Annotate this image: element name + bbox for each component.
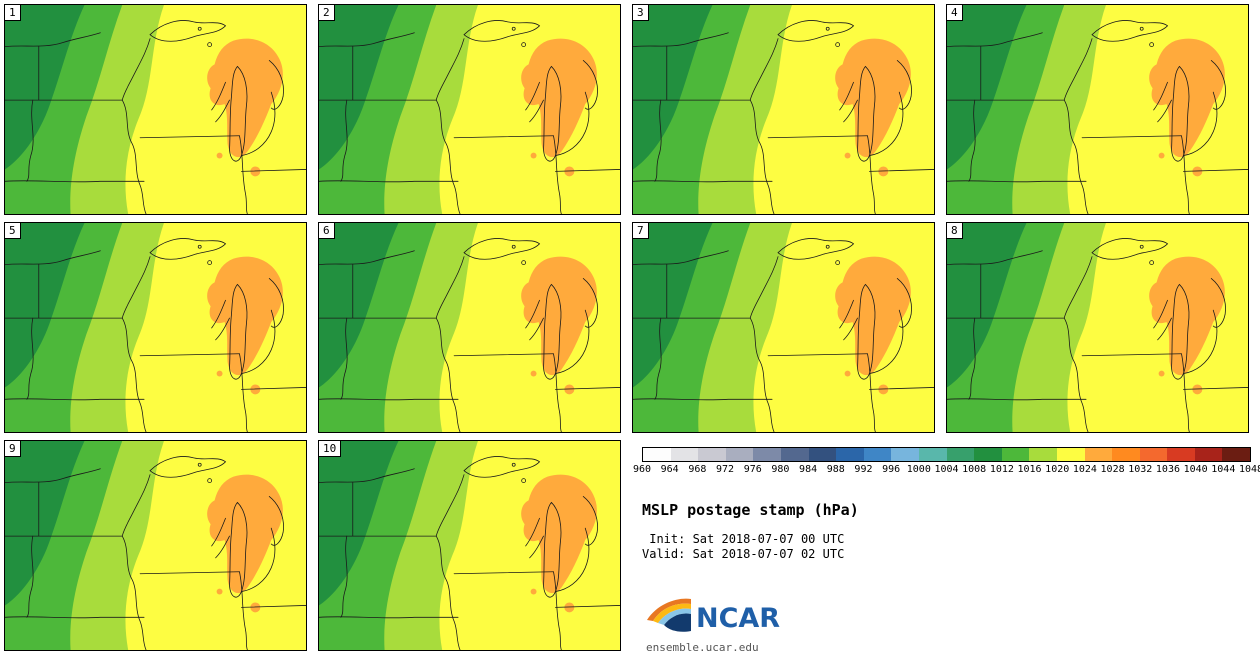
ensemble-url: ensemble.ucar.edu — [646, 641, 759, 654]
colorbar-swatch — [974, 448, 1002, 461]
colorbar-tick-label: 1012 — [989, 464, 1014, 475]
member-label: 9 — [5, 441, 21, 457]
member-label: 1 — [5, 5, 21, 21]
colorbar-swatch — [780, 448, 809, 461]
colorbar-swatch — [1194, 448, 1223, 461]
member-label: 8 — [947, 223, 963, 239]
colorbar-tick-label: 1036 — [1155, 464, 1180, 475]
colorbar-swatch — [725, 448, 754, 461]
map-image — [5, 5, 306, 214]
colorbar-ticks: 960 964 968 972 976 980 984 988 992 996 1000 1004 10… — [633, 464, 1260, 477]
colorbar-tick-label: 980 — [771, 464, 790, 475]
map-image — [633, 223, 934, 432]
ensemble-member-panel-6: 6 — [318, 222, 621, 433]
colorbar-swatch — [918, 448, 947, 461]
mslp-map — [319, 441, 620, 650]
colorbar-swatch — [1056, 448, 1085, 461]
valid-time: Valid: Sat 2018-07-07 02 UTC — [642, 547, 845, 561]
colorbar-swatch — [698, 448, 726, 461]
ensemble-member-panel-9: 9 — [4, 440, 307, 651]
colorbar-tick-label: 972 — [716, 464, 735, 475]
colorbar-swatch — [1084, 448, 1113, 461]
map-image — [633, 5, 934, 214]
init-time: Init: Sat 2018-07-07 00 UTC — [642, 532, 845, 546]
colorbar-tick-label: 1032 — [1128, 464, 1153, 475]
colorbar-tick-label: 1020 — [1045, 464, 1070, 475]
ncar-wordmark: NCAR — [696, 603, 780, 634]
map-image — [947, 223, 1248, 432]
ensemble-member-panel-1: 1 — [4, 4, 307, 215]
colorbar-swatch — [863, 448, 892, 461]
ensemble-member-panel-7: 7 — [632, 222, 935, 433]
mslp-map — [5, 223, 306, 432]
map-image — [5, 223, 306, 432]
ensemble-member-panel-10: 10 — [318, 440, 621, 651]
colorbar-tick-label: 988 — [826, 464, 845, 475]
colorbar-tick-label: 960 — [632, 464, 652, 475]
colorbar-swatch — [1167, 448, 1195, 461]
colorbar-swatch — [946, 448, 975, 461]
colorbar-swatch — [670, 448, 699, 461]
mslp-map — [633, 5, 934, 214]
colorbar-tick-label: 1000 — [906, 464, 931, 475]
member-label: 7 — [633, 223, 649, 239]
colorbar-swatches — [642, 447, 1251, 462]
colorbar-tick-label: 964 — [660, 464, 679, 475]
map-image — [319, 441, 620, 650]
colorbar-tick-label: 1008 — [962, 464, 987, 475]
colorbar-swatch — [1112, 448, 1140, 461]
mslp-map — [5, 5, 306, 214]
member-label: 6 — [319, 223, 335, 239]
colorbar-tick-label: 984 — [799, 464, 818, 475]
colorbar-tick-label: 996 — [882, 464, 901, 475]
colorbar-tick-label: 1040 — [1183, 464, 1208, 475]
mslp-map — [947, 5, 1248, 214]
colorbar-swatch — [1001, 448, 1030, 461]
member-label: 4 — [947, 5, 963, 21]
mslp-map — [5, 441, 306, 650]
ensemble-member-panel-8: 8 — [946, 222, 1249, 433]
colorbar-swatch — [891, 448, 919, 461]
member-label: 5 — [5, 223, 21, 239]
ncar-flag-icon — [647, 598, 691, 632]
colorbar-tick-label: 1048 — [1238, 464, 1260, 475]
colorbar-tick-label: 1024 — [1072, 464, 1097, 475]
colorbar-tick-label: 1028 — [1100, 464, 1125, 475]
member-label: 2 — [319, 5, 335, 21]
mslp-map — [633, 223, 934, 432]
mslp-map — [319, 5, 620, 214]
colorbar-swatch — [753, 448, 781, 461]
map-image — [947, 5, 1248, 214]
colorbar-tick-label: 1016 — [1017, 464, 1042, 475]
panel-grid: 1 2 3 4 5 6 7 8 9 10 — [4, 4, 1249, 651]
mslp-map — [947, 223, 1248, 432]
colorbar-tick-label: 1044 — [1211, 464, 1236, 475]
ensemble-member-panel-5: 5 — [4, 222, 307, 433]
product-title: MSLP postage stamp (hPa) — [642, 501, 859, 519]
member-label: 10 — [319, 441, 342, 457]
mslp-map — [319, 223, 620, 432]
colorbar-tick-label: 968 — [688, 464, 707, 475]
colorbar-swatch — [836, 448, 864, 461]
ncar-logo-graphic: NCAR — [647, 598, 780, 634]
ensemble-member-panel-4: 4 — [946, 4, 1249, 215]
ensemble-member-panel-2: 2 — [318, 4, 621, 215]
colorbar-swatch — [1222, 448, 1251, 461]
map-image — [5, 441, 306, 650]
map-image — [319, 5, 620, 214]
colorbar-swatch — [808, 448, 837, 461]
colorbar-tick-label: 1004 — [934, 464, 959, 475]
legend-and-info-block: 960 964 968 972 976 980 984 988 992 996 1000 1004 10… — [633, 447, 1260, 654]
colorbar-swatch — [643, 448, 671, 461]
ncar-logo: NCAR — [644, 593, 804, 641]
colorbar-swatch — [1139, 448, 1168, 461]
colorbar-tick-label: 976 — [743, 464, 762, 475]
colorbar-tick-label: 992 — [854, 464, 873, 475]
map-image — [319, 223, 620, 432]
ensemble-member-panel-3: 3 — [632, 4, 935, 215]
member-label: 3 — [633, 5, 649, 21]
colorbar-swatch — [1029, 448, 1057, 461]
